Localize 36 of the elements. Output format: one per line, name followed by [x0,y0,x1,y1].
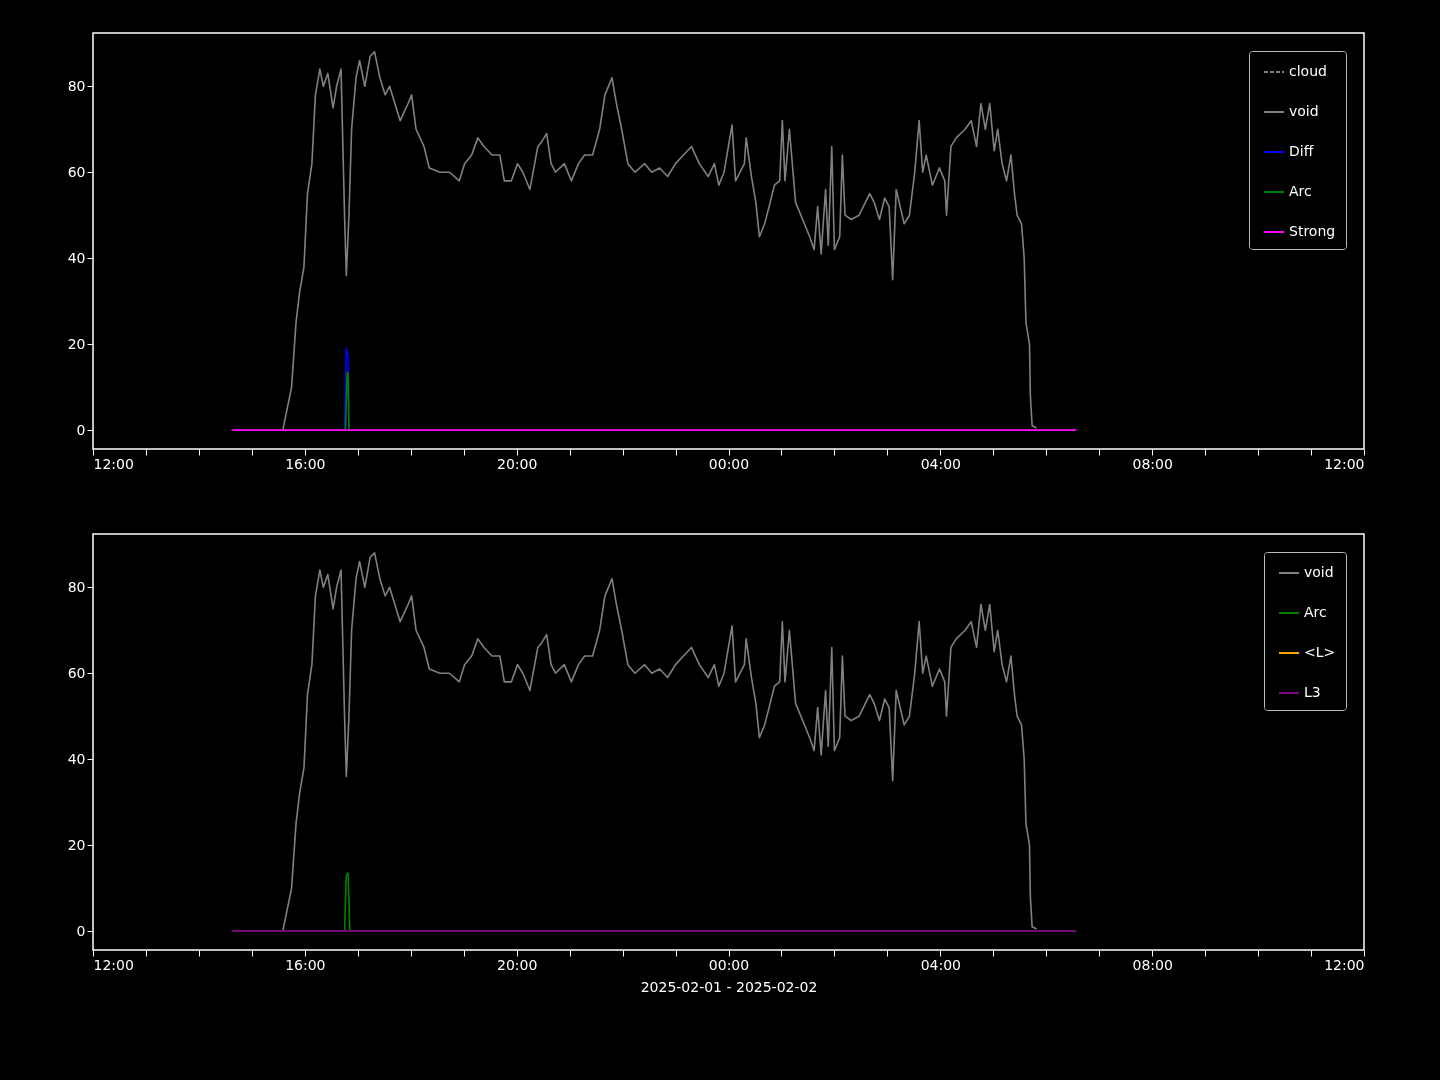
x-tick-label: 04:00 [920,455,962,472]
x-tick-label: 12:00 [93,956,134,973]
legend-label: <L> [1304,644,1336,660]
y-tick-label: 60 [67,163,86,180]
x-tick-label: 08:00 [1132,956,1173,973]
y-tick-label: 80 [67,77,86,94]
x-tick-label: 20:00 [496,455,538,472]
y-tick-label: 20 [67,335,86,352]
x-tick-label: 00:00 [708,455,750,472]
y-tick-label: 80 [67,578,86,595]
x-tick-label: 16:00 [285,455,326,472]
y-tick-label: 0 [76,922,86,939]
legend-label: cloud [1289,63,1327,79]
legend-label: Arc [1304,604,1327,620]
line-series [281,552,1038,932]
legend-label: void [1304,564,1334,580]
x-tick-label: 16:00 [285,956,326,973]
x-tick-label: 12:00 [1324,956,1365,973]
line-series [281,51,1038,431]
y-tick-label: 40 [67,750,86,767]
x-tick-label: 20:00 [496,956,538,973]
legend-label: Diff [1289,143,1314,159]
x-tick-label: 08:00 [1132,455,1173,472]
x-tick-label: 12:00 [1324,455,1365,472]
x-tick-label: 12:00 [93,455,134,472]
y-tick-label: 20 [67,836,86,853]
legend-label: L3 [1304,684,1321,700]
legend-label: Strong [1289,223,1336,239]
y-tick-label: 60 [67,664,86,681]
y-tick-label: 0 [76,421,86,438]
legend-label: Arc [1289,183,1312,199]
y-tick-label: 40 [67,249,86,266]
legend-label: void [1289,103,1319,119]
x-tick-label: 00:00 [708,956,750,973]
x-axis-title: 2025-02-01 - 2025-02-02 [640,978,818,995]
x-tick-label: 04:00 [920,956,962,973]
